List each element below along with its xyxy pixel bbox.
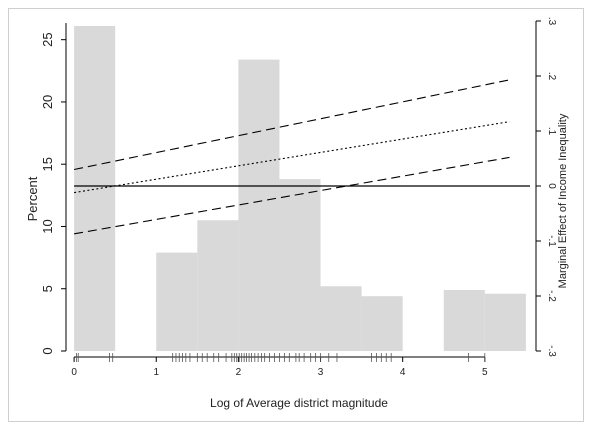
histogram-bar-3: [197, 220, 239, 351]
chart: 0 5 10 15 20 25 -.3 -.2 -.1 0 .1 .2 .3 0 1 2 3 4 5 Log of …: [25, 17, 569, 410]
histogram-bar-8: [443, 289, 485, 351]
x-axis-title: Log of Average district magnitude: [210, 396, 388, 410]
y2-tick-label: -.1: [546, 235, 557, 247]
y2-axis-title: Marginal Effect of Income Inequality: [557, 113, 569, 288]
chart-frame: 0 5 10 15 20 25 -.3 -.2 -.1 0 .1 .2 .3 0 1 2 3 4 5 Log of …: [8, 8, 584, 422]
y-tick-label: 25: [40, 32, 55, 46]
y-tick-label: 15: [40, 157, 55, 171]
x-tick-label: 2: [236, 367, 242, 378]
y2-tick-label: -.3: [546, 345, 557, 357]
histogram-bar-5: [279, 179, 321, 351]
confidence-bound-line-2: [74, 156, 510, 235]
x-tick-label: 4: [400, 367, 406, 378]
y2-tick-label: .2: [546, 72, 557, 81]
confidence-bound-line-1: [73, 79, 510, 171]
histogram-bar-9: [484, 293, 526, 351]
histogram-bar-7: [361, 296, 403, 351]
histogram-bars: [74, 25, 526, 352]
histogram-bar-2: [156, 252, 198, 351]
y-tick-label: 0: [40, 347, 55, 354]
rug-ticks: [76, 353, 486, 362]
y-tick-label: 20: [40, 95, 55, 109]
x-tick-label: 1: [153, 367, 159, 378]
histogram-bar-4: [238, 59, 280, 352]
histogram-bar-6: [320, 286, 362, 351]
y-tick-label: 10: [40, 219, 55, 233]
y2-tick-label: .3: [546, 17, 557, 26]
y-tick-label: 5: [40, 285, 55, 292]
x-tick-label: 0: [71, 367, 77, 378]
y-axis-title: Percent: [25, 176, 40, 221]
x-tick-label: 5: [482, 367, 488, 378]
marginal-effect-line: [74, 121, 510, 194]
effect-lines: [73, 79, 530, 235]
y2-tick-label: -.2: [546, 290, 557, 302]
histogram-bar-1: [74, 25, 116, 351]
y2-tick-label: .1: [546, 127, 557, 136]
y2-tick-label: 0: [546, 183, 557, 189]
x-tick-label: 3: [318, 367, 324, 378]
